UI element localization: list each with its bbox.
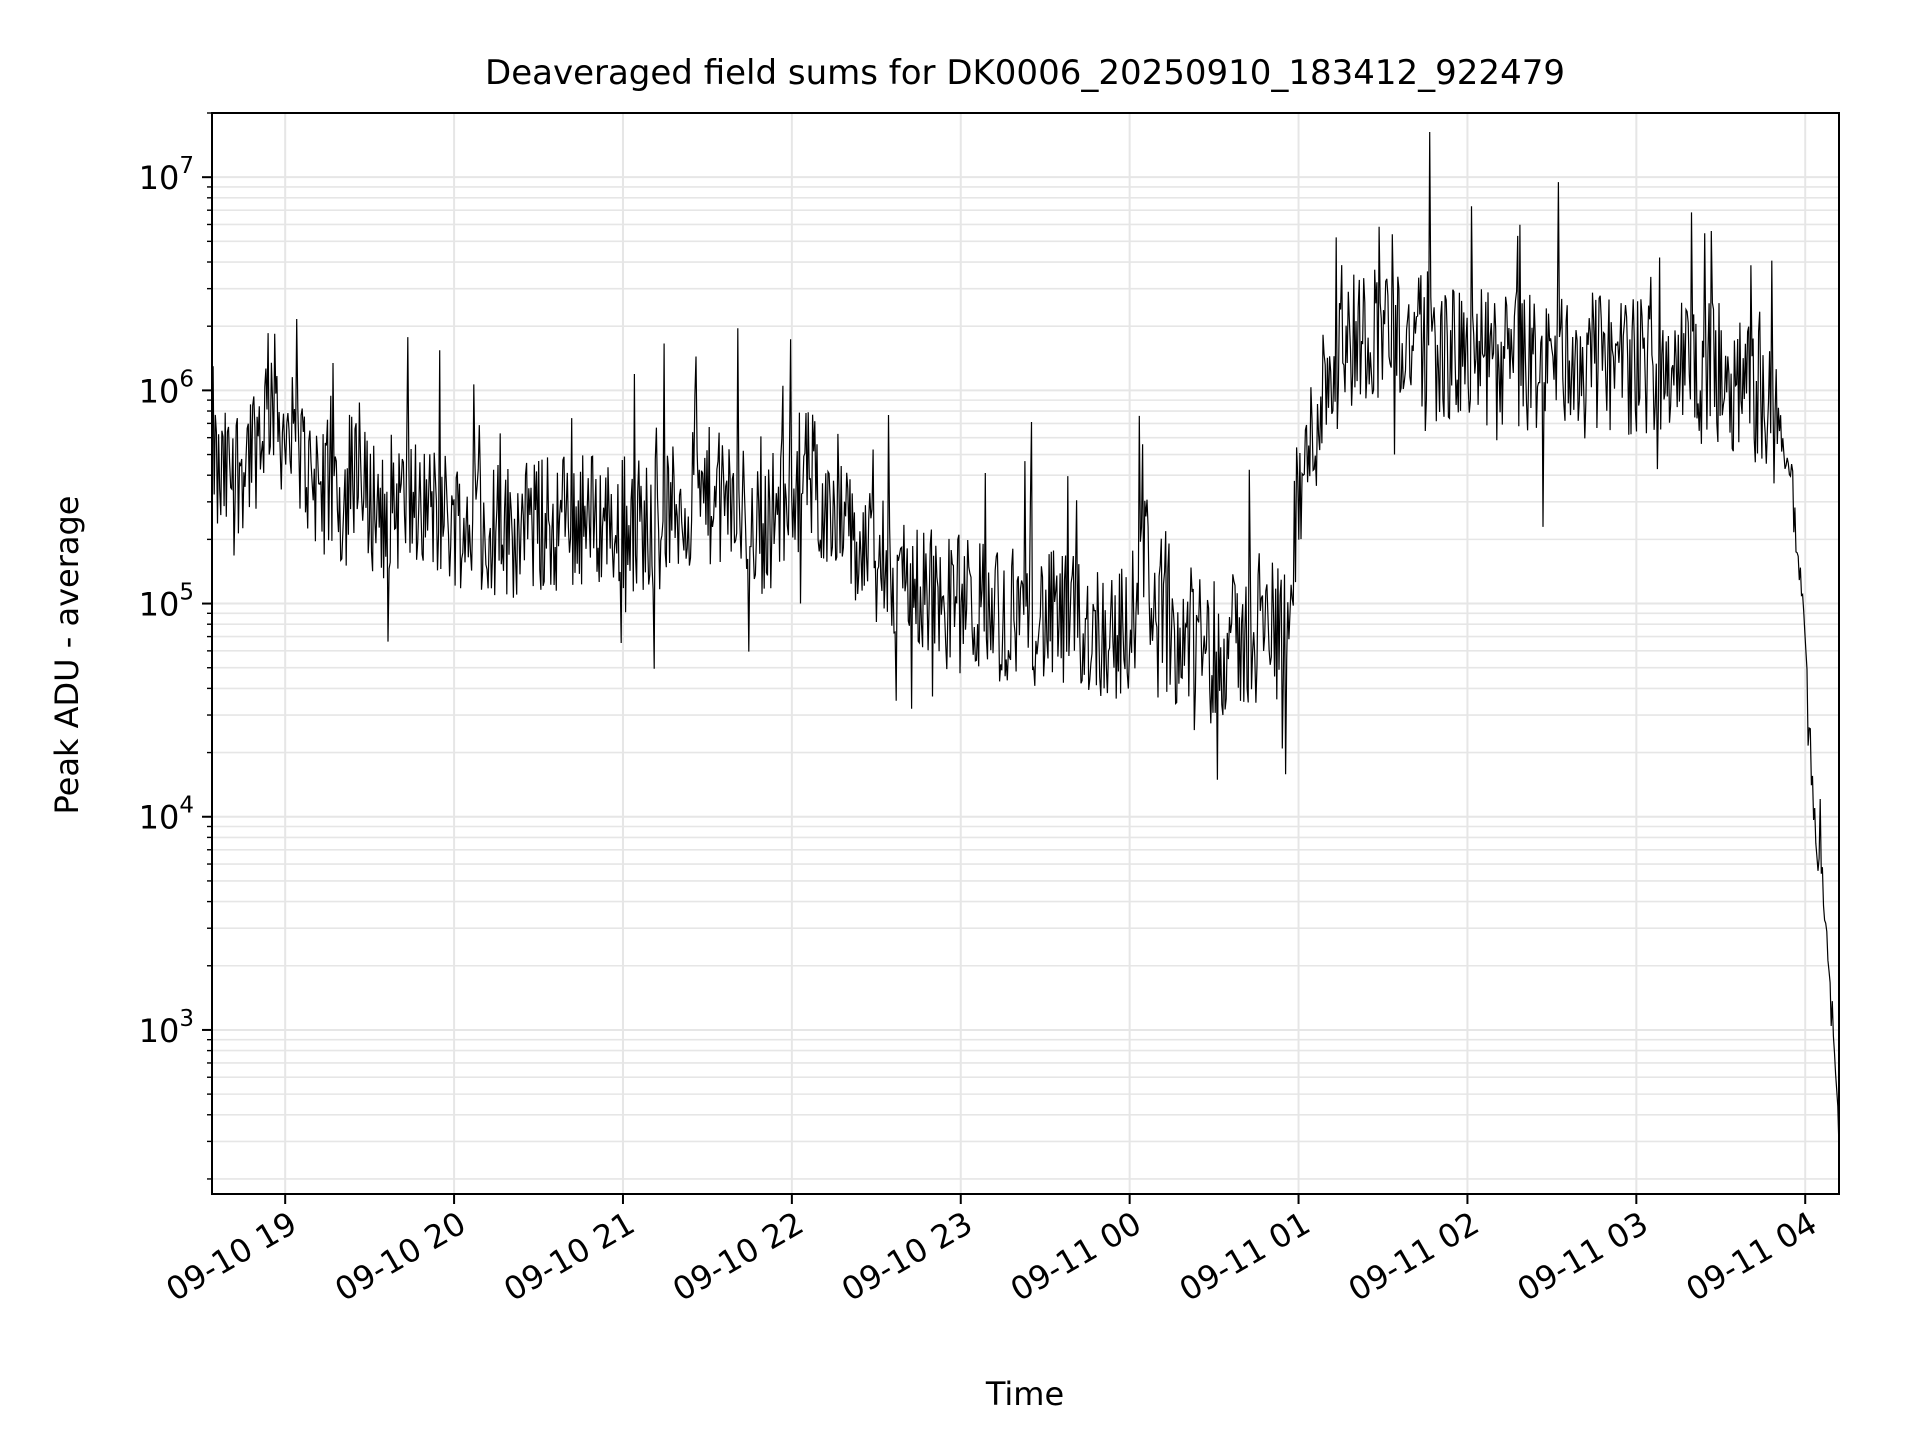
y-tick-label: 104 <box>139 793 194 837</box>
y-tick-label: 106 <box>139 366 194 410</box>
y-tick-label: 107 <box>139 153 194 197</box>
x-axis-label: Time <box>985 1375 1064 1413</box>
y-tick-label: 103 <box>139 1006 194 1050</box>
y-tick-label: 105 <box>139 580 194 624</box>
chart-title: Deaveraged field sums for DK0006_2025091… <box>485 53 1565 93</box>
y-axis-label: Peak ADU - average <box>48 496 86 815</box>
series-line <box>211 131 1840 1146</box>
plot-area <box>211 131 1840 1146</box>
axes-frame <box>211 112 1840 1195</box>
